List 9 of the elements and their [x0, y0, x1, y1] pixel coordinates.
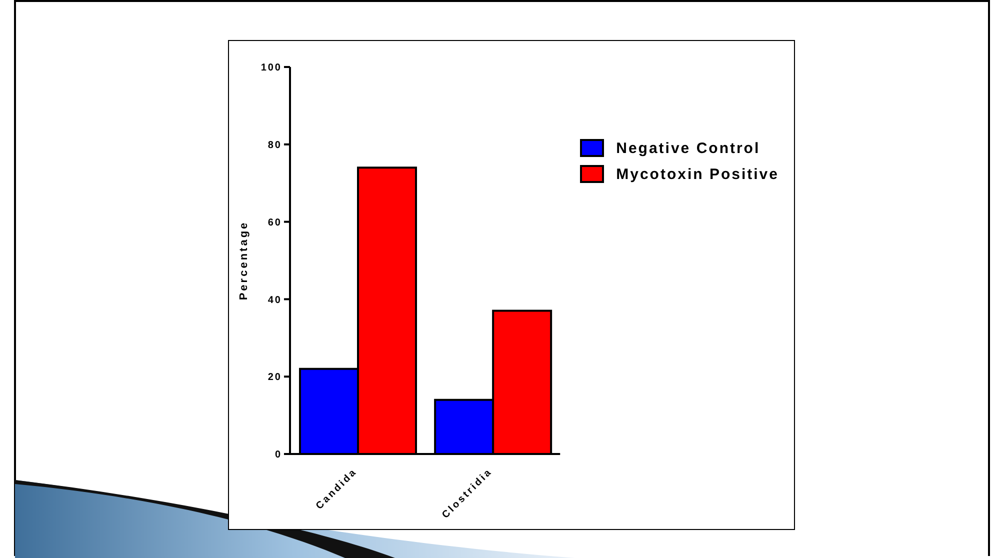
y-axis-title: Percentage — [238, 220, 250, 300]
y-tick-label: 100 — [260, 62, 282, 74]
y-tick-label: 20 — [268, 372, 282, 384]
y-tick-label: 40 — [268, 294, 282, 306]
y-tick-label: 80 — [268, 140, 282, 151]
legend-label: Mycotoxin Positive — [616, 166, 779, 182]
legend-label: Negative Control — [616, 140, 760, 156]
y-tick-label: 0 — [274, 450, 282, 461]
y-tick-label: 60 — [268, 217, 282, 228]
